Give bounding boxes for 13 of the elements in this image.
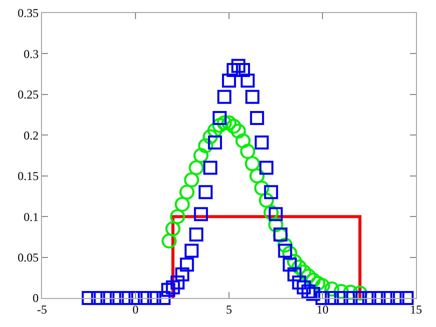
y-tick-label: 0.35 [18,6,39,20]
y-tick-label: 0.25 [18,88,39,102]
x-tick-label: -5 [37,302,47,316]
x-tick-label: 10 [316,302,328,316]
x-tick-label: 5 [226,302,232,316]
y-tick-label: 0 [32,291,39,306]
y-tick-label: 0.3 [24,46,39,61]
y-tick-label: 0.15 [18,169,39,184]
x-tick-label: 0 [132,302,138,316]
y-tick-label: 0.1 [24,210,39,224]
y-tick-label: 0.05 [18,250,39,264]
x-tick-label: 15 [410,302,422,316]
y-tick-label: 0.2 [24,128,39,142]
